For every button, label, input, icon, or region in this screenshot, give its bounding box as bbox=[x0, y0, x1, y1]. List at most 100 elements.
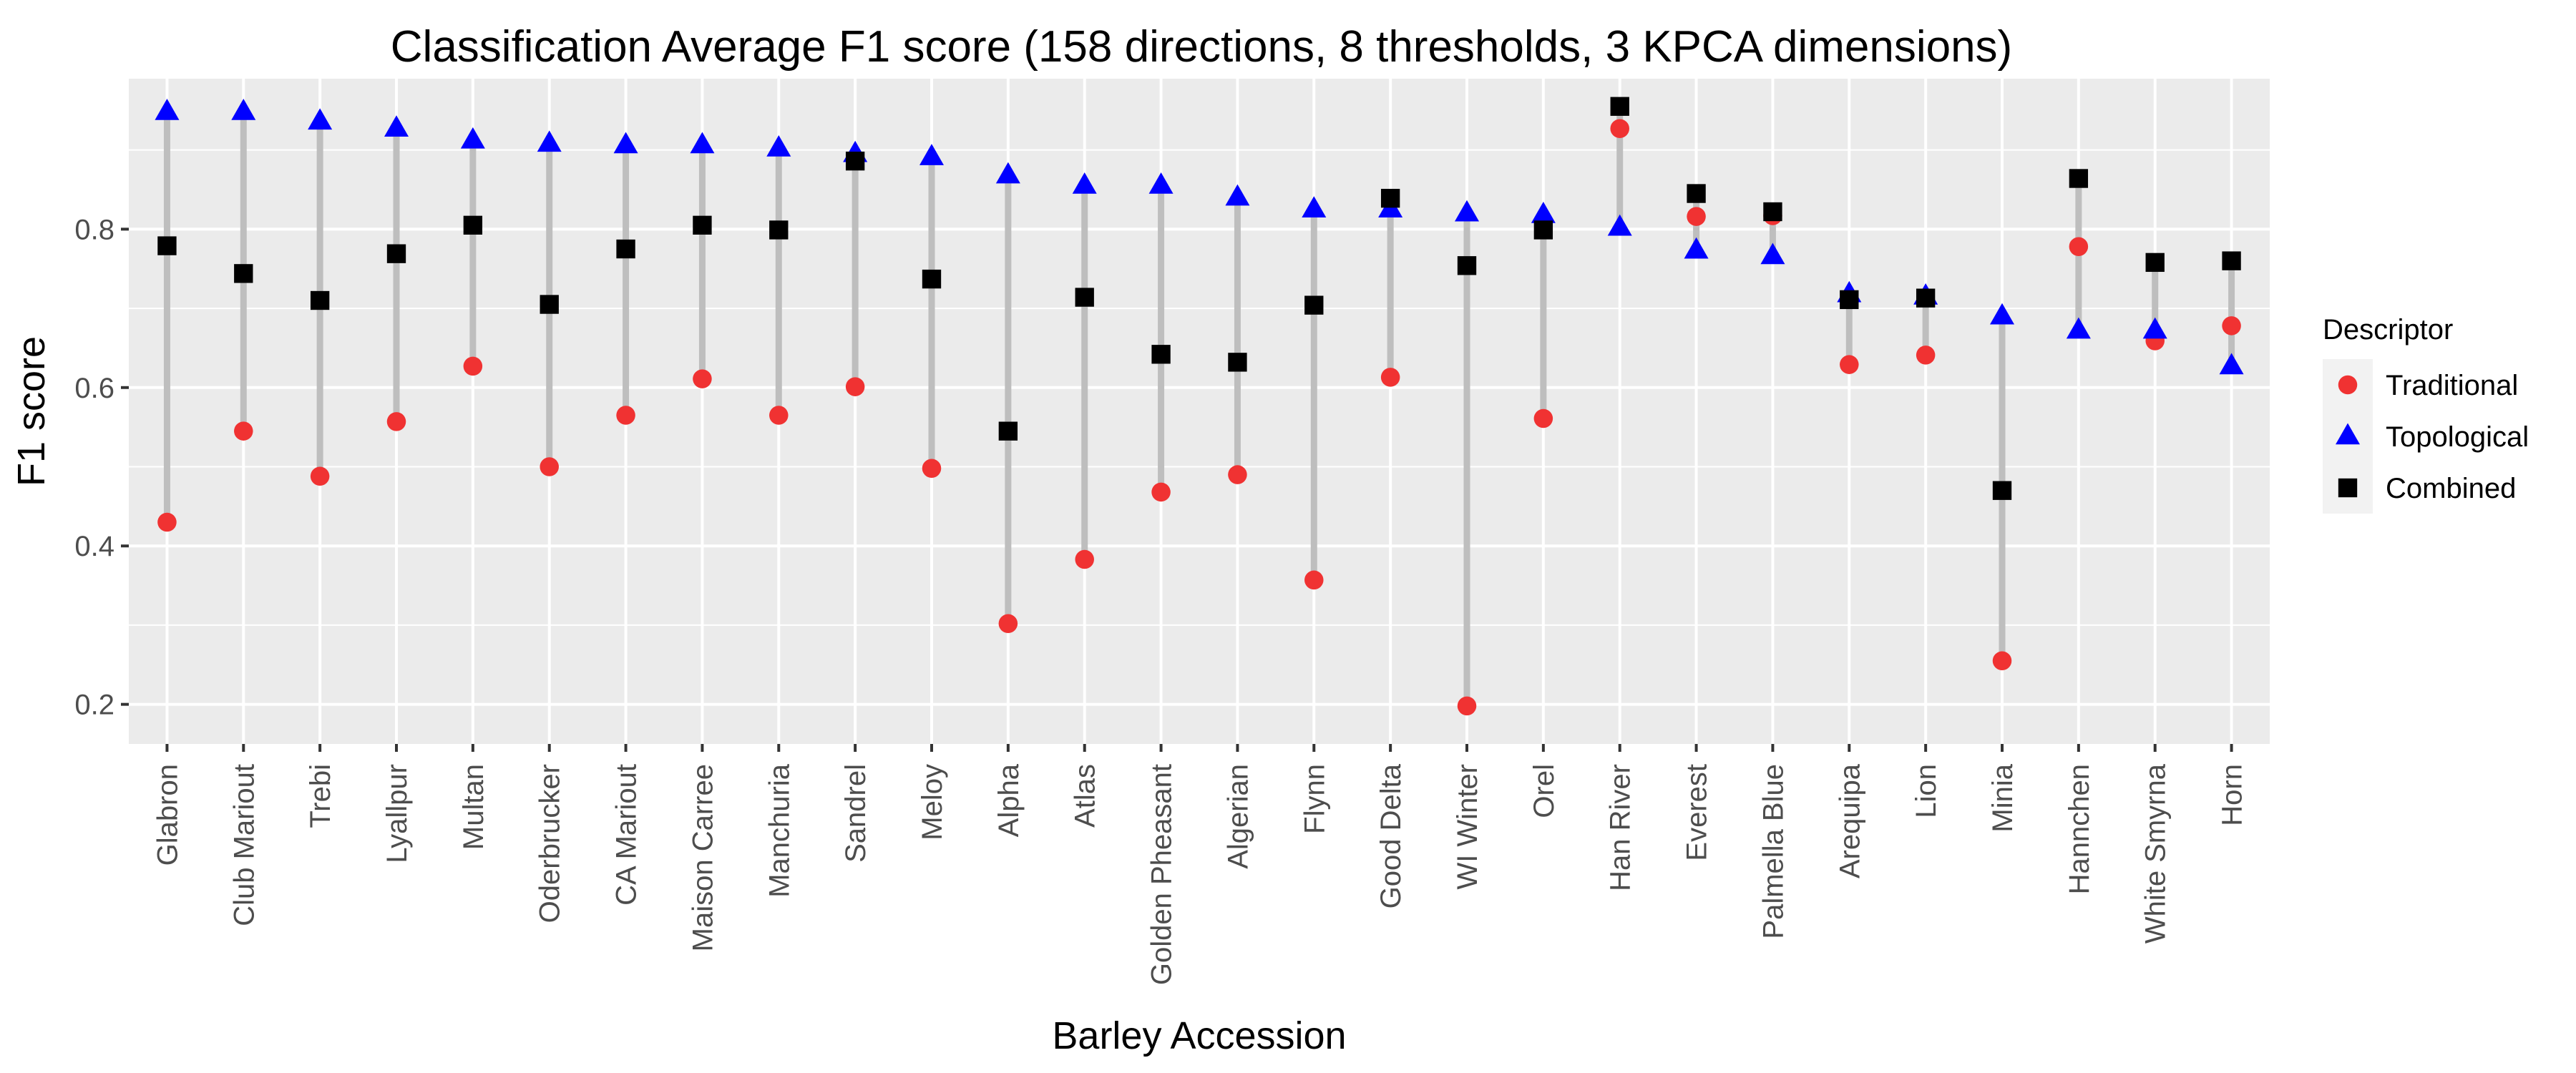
topological-legend-marker bbox=[2336, 423, 2360, 445]
traditional-point bbox=[1151, 482, 1171, 502]
legend: Descriptor Traditional Topological Combine… bbox=[2323, 314, 2529, 514]
combined-point bbox=[1457, 256, 1477, 275]
combined-point bbox=[1916, 288, 1936, 308]
x-tick-label: WI Winter bbox=[1452, 764, 1483, 890]
topological-point bbox=[384, 115, 409, 137]
legend-title: Descriptor bbox=[2323, 314, 2453, 346]
combined-point bbox=[1610, 97, 1629, 116]
y-axis-title: F1 score bbox=[10, 336, 53, 486]
combined-point bbox=[234, 264, 253, 283]
x-tick-label: Meloy bbox=[917, 764, 948, 841]
traditional-point bbox=[616, 406, 635, 425]
x-tick-label: Everest bbox=[1682, 764, 1713, 861]
traditional-point bbox=[234, 421, 253, 441]
topological-point bbox=[2142, 317, 2167, 339]
combined-point bbox=[2222, 251, 2241, 270]
topological-point bbox=[995, 162, 1020, 184]
combined-point bbox=[386, 244, 406, 263]
traditional-point bbox=[1840, 355, 1859, 374]
x-tick-label: Club Mariout bbox=[228, 764, 260, 926]
topological-point bbox=[919, 144, 944, 165]
traditional-point bbox=[769, 406, 789, 425]
topological-point bbox=[1684, 237, 1709, 259]
plot-panel bbox=[129, 79, 2270, 744]
y-tick-label: 0.8 bbox=[74, 214, 114, 245]
combined-point bbox=[998, 421, 1018, 441]
traditional-point bbox=[463, 356, 483, 376]
chart-title: Classification Average F1 score (158 dir… bbox=[391, 22, 2012, 72]
topological-point bbox=[1531, 201, 1556, 223]
combined-point bbox=[1228, 353, 1247, 372]
combined-point bbox=[1763, 202, 1782, 222]
x-tick-label: Good Delta bbox=[1375, 763, 1407, 908]
range-segments bbox=[163, 106, 2235, 706]
x-tick-label: Multan bbox=[458, 764, 489, 850]
x-tick-label: White Smyrna bbox=[2140, 763, 2172, 944]
x-axis-title: Barley Accession bbox=[1052, 1014, 1346, 1057]
topological-point bbox=[1302, 196, 1327, 217]
x-tick-label: Orel bbox=[1528, 764, 1560, 818]
y-tick-label: 0.4 bbox=[74, 531, 114, 562]
legend-label-combined: Combined bbox=[2386, 473, 2516, 504]
topological-point bbox=[537, 130, 562, 152]
combined-point bbox=[2069, 169, 2089, 188]
traditional-point bbox=[845, 377, 865, 396]
traditional-point bbox=[310, 466, 330, 486]
traditional-point bbox=[1457, 696, 1477, 716]
topological-point bbox=[1148, 172, 1174, 194]
traditional-point bbox=[1992, 651, 2012, 671]
topological-point bbox=[1225, 184, 1250, 206]
x-tick-label: Algerian bbox=[1222, 764, 1254, 869]
combined-point bbox=[616, 239, 635, 259]
traditional-point bbox=[693, 369, 712, 388]
traditional-point bbox=[386, 412, 406, 431]
x-tick-label: Oderbrucker bbox=[535, 764, 566, 923]
combined-point bbox=[1992, 481, 2012, 500]
topological-point bbox=[1072, 172, 1097, 194]
combined-point bbox=[1840, 290, 1859, 310]
traditional-point bbox=[1687, 207, 1706, 226]
combined-point bbox=[463, 215, 483, 235]
combined-point bbox=[540, 295, 559, 314]
combined-point bbox=[2145, 253, 2165, 273]
x-tick-label: Horn bbox=[2217, 764, 2248, 826]
traditional-point bbox=[1916, 346, 1936, 365]
y-tick-label: 0.6 bbox=[74, 373, 114, 404]
data-points bbox=[155, 97, 2244, 716]
topological-point bbox=[308, 108, 333, 130]
topological-point bbox=[766, 134, 791, 157]
topological-point bbox=[2219, 353, 2244, 375]
topological-point bbox=[231, 99, 256, 120]
combined-point bbox=[769, 220, 789, 240]
x-tick-label: Trebi bbox=[305, 764, 336, 828]
traditional-point bbox=[922, 459, 942, 478]
traditional-point bbox=[1610, 119, 1629, 139]
traditional-point bbox=[157, 512, 177, 532]
x-tick-label: Palmella Blue bbox=[1757, 764, 1789, 939]
traditional-point bbox=[2069, 237, 2089, 256]
x-tick-label: Minia bbox=[1987, 763, 2019, 832]
x-tick-label: Golden Pheasant bbox=[1146, 764, 1178, 985]
x-axis: Glabron Club Mariout Trebi Lyallpur Multan Od… bbox=[152, 744, 2248, 985]
combined-legend-marker bbox=[2338, 478, 2358, 498]
legend-label-traditional: Traditional bbox=[2386, 370, 2518, 401]
x-tick-label: Alpha bbox=[993, 763, 1025, 837]
x-tick-label: Maison Carree bbox=[687, 764, 718, 951]
combined-point bbox=[1380, 189, 1400, 208]
topological-point bbox=[1455, 200, 1479, 222]
combined-point bbox=[922, 269, 942, 289]
combined-point bbox=[1687, 184, 1706, 203]
topological-point bbox=[1607, 214, 1632, 236]
traditional-point bbox=[1380, 368, 1400, 387]
x-tick-label: Lion bbox=[1911, 764, 1942, 818]
x-tick-label: Glabron bbox=[152, 764, 183, 866]
x-tick-label: Flynn bbox=[1299, 764, 1330, 834]
x-tick-label: Atlas bbox=[1070, 764, 1101, 828]
x-tick-label: Manchuria bbox=[763, 763, 795, 898]
legend-label-topological: Topological bbox=[2386, 421, 2529, 453]
y-axis: 0.2 0.4 0.6 0.8 bbox=[74, 214, 129, 721]
x-tick-label: Han River bbox=[1605, 764, 1636, 891]
topological-point bbox=[1990, 303, 2014, 325]
